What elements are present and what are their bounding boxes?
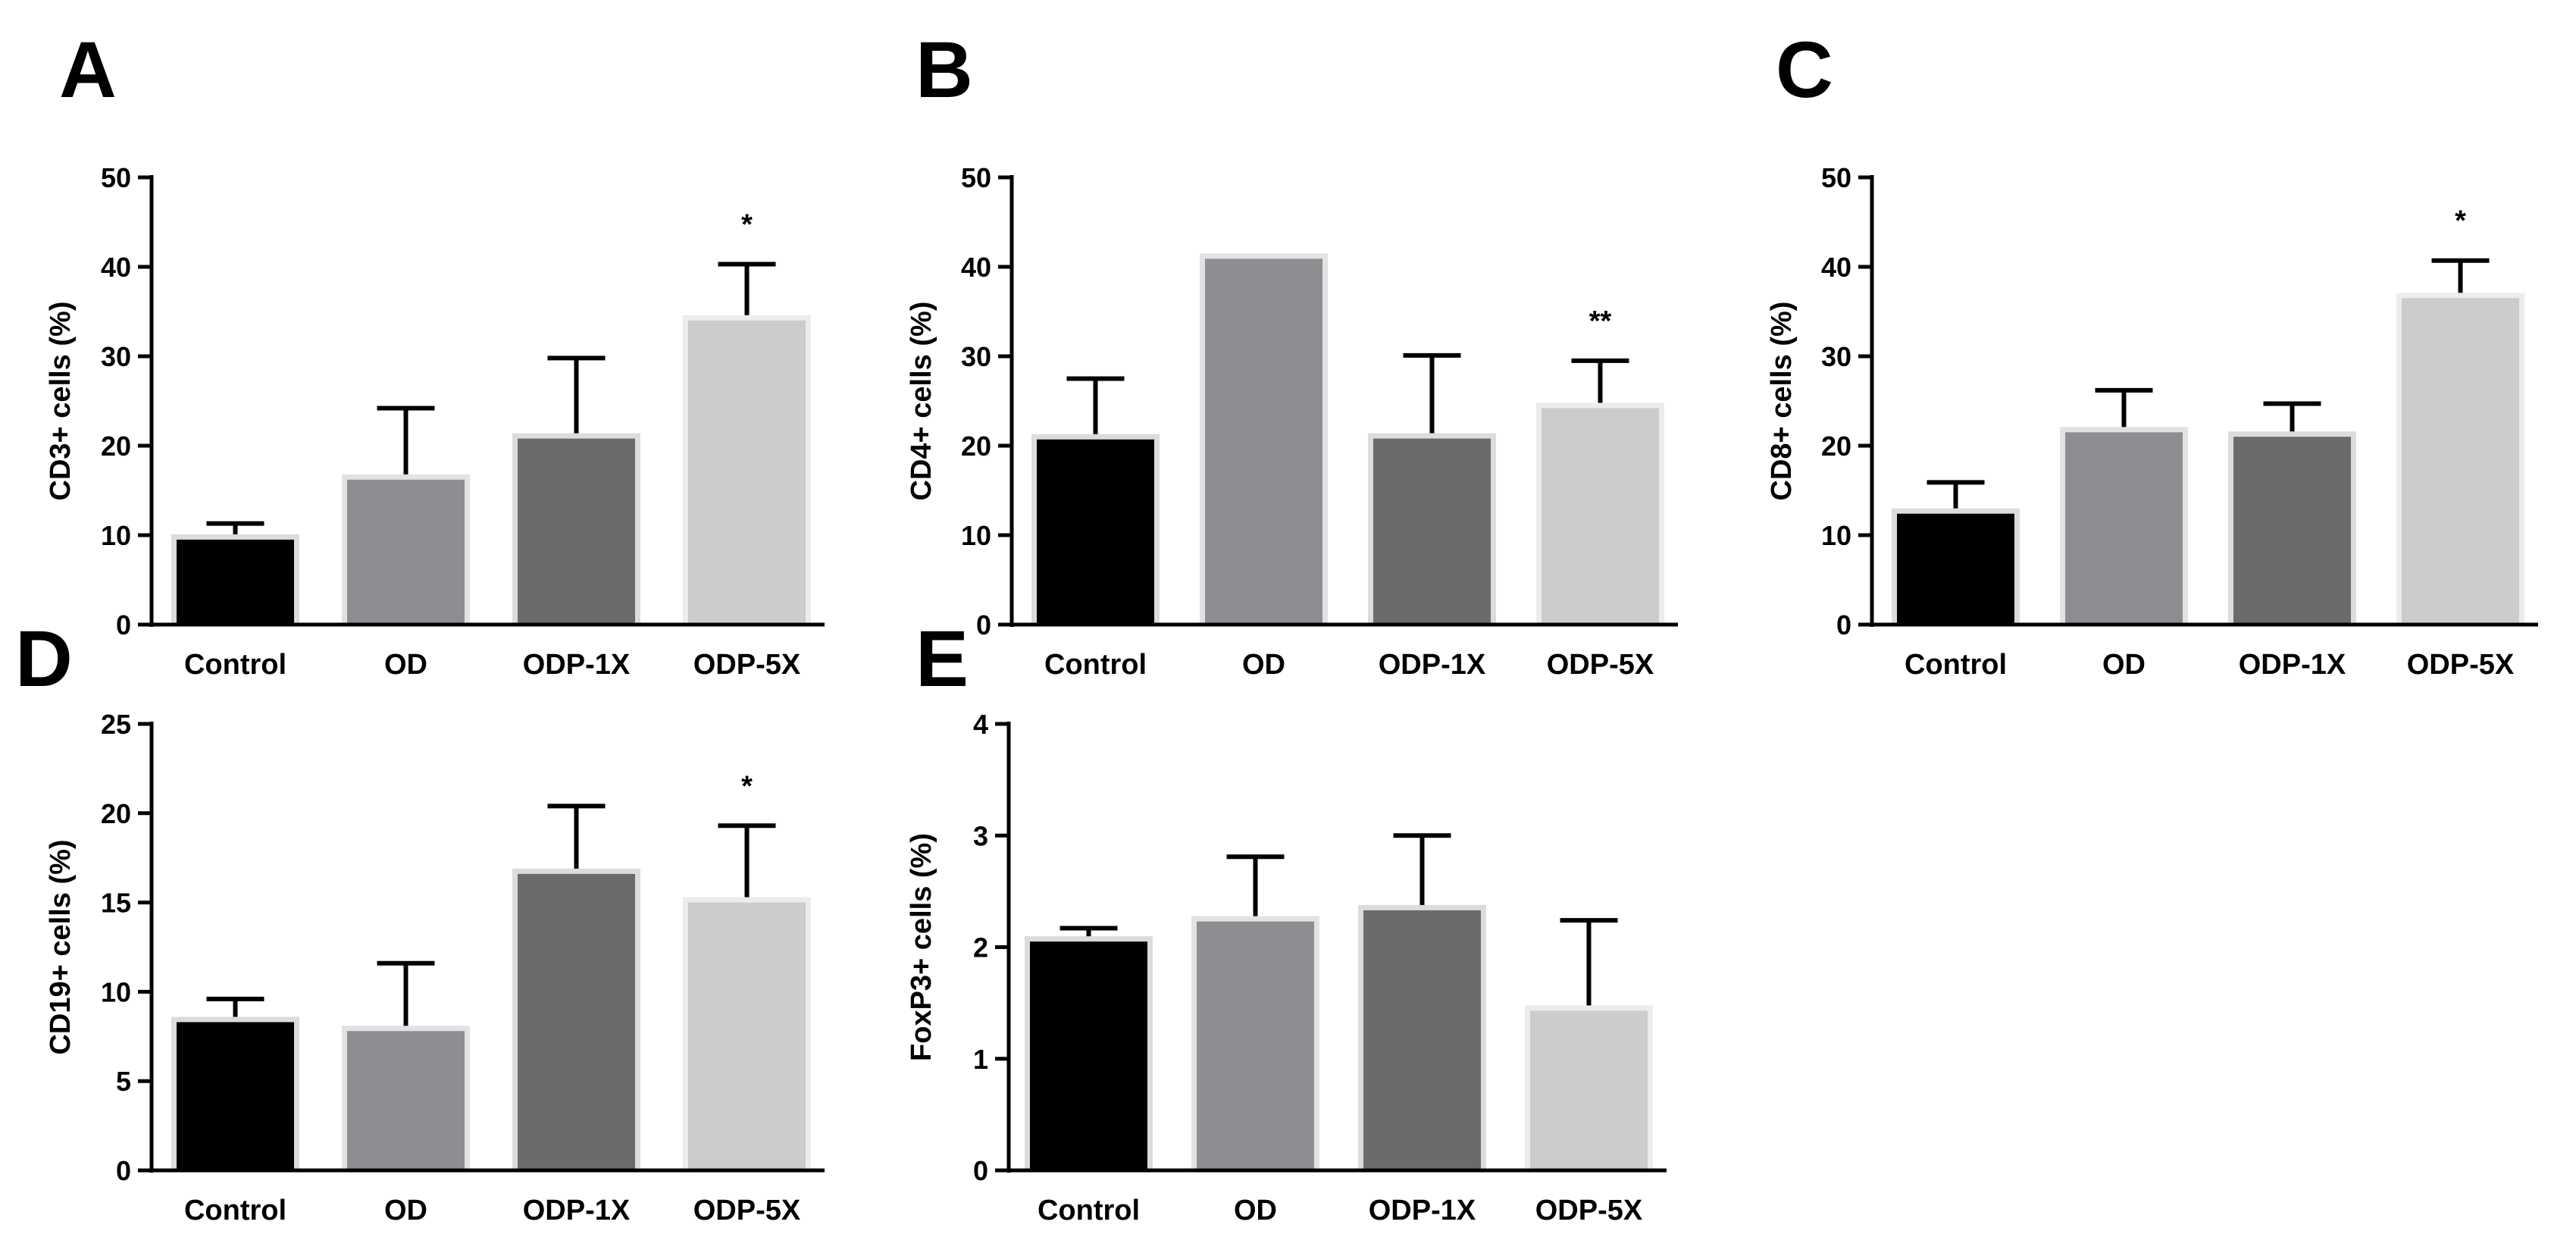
category-label: ODP-5X (693, 1195, 801, 1226)
bar (1897, 513, 2014, 625)
panel-letter: B (916, 26, 973, 114)
y-tick-label: 0 (973, 1155, 988, 1186)
y-tick-label: 10 (1821, 520, 1851, 551)
y-tick-label: 10 (101, 520, 131, 551)
y-tick-label: 0 (1836, 609, 1851, 641)
y-tick-label: 2 (973, 932, 988, 963)
bar (1037, 439, 1154, 625)
y-tick-label: 1 (973, 1044, 988, 1075)
category-label: OD (1242, 649, 1285, 681)
y-tick-label: 30 (101, 341, 131, 372)
y-axis-title: CD4+ cells (%) (906, 302, 937, 501)
chart-panel-e: E FoxP3+ cells (%) Control OD ODP-1X ODP-5X 0 1… (906, 615, 1667, 1226)
category-label: OD (2102, 649, 2146, 681)
bar (1542, 408, 1659, 625)
bar (1205, 258, 1322, 625)
category-label: ODP-5X (1535, 1195, 1643, 1226)
y-tick-label: 3 (973, 820, 988, 851)
chart-panel-b: B CD4+ cells (%) Control OD ODP-1X ODP-5X ** 0 1… (906, 26, 1678, 681)
category-label: Control (184, 649, 286, 681)
y-tick-label: 50 (1821, 162, 1851, 193)
panel-letter: D (15, 615, 73, 703)
panel-letter: E (916, 615, 969, 703)
y-tick-label: 40 (101, 252, 131, 283)
y-tick-label: 15 (101, 888, 131, 919)
significance-label: ** (1589, 305, 1612, 337)
chart-panel-c: C CD8+ cells (%) Control OD ODP-1X ODP-5X * 0 10… (1766, 26, 2538, 681)
bar (1363, 910, 1481, 1170)
y-axis-title: FoxP3+ cells (%) (906, 833, 937, 1061)
bar (177, 1022, 294, 1170)
bar (1197, 921, 1314, 1170)
bar (518, 873, 635, 1170)
y-tick-label: 20 (101, 798, 131, 829)
significance-label: * (741, 208, 753, 240)
y-tick-label: 30 (1821, 341, 1851, 372)
y-tick-label: 30 (961, 341, 991, 372)
y-tick-label: 50 (101, 162, 131, 193)
significance-label: * (741, 770, 753, 802)
y-tick-label: 0 (976, 609, 991, 641)
bar (688, 902, 806, 1170)
bar (1530, 1010, 1648, 1170)
category-label: Control (1038, 1195, 1140, 1226)
y-tick-label: 10 (101, 976, 131, 1007)
category-label: OD (384, 649, 427, 681)
bar (347, 1031, 465, 1170)
bar (2233, 437, 2351, 625)
category-label: Control (1044, 649, 1147, 681)
y-tick-label: 20 (101, 431, 131, 462)
category-label: ODP-1X (2239, 649, 2346, 681)
y-tick-label: 10 (961, 520, 991, 551)
bar (2065, 432, 2183, 625)
y-tick-label: 20 (1821, 431, 1851, 462)
y-tick-label: 40 (961, 252, 991, 283)
bar (1030, 941, 1147, 1170)
bar (347, 479, 465, 625)
y-tick-label: 0 (116, 609, 131, 641)
y-tick-label: 50 (961, 162, 991, 193)
category-label: Control (184, 1195, 286, 1226)
category-label: ODP-1X (523, 649, 631, 681)
y-tick-label: 40 (1821, 252, 1851, 283)
chart-panel-a: A CD3+ cells (%) Control OD ODP-1X ODP-5X * 0 10… (45, 26, 825, 681)
bar (688, 320, 806, 625)
bar (1373, 438, 1491, 625)
y-axis-title: CD19+ cells (%) (45, 839, 77, 1054)
category-label: ODP-1X (1379, 649, 1486, 681)
y-tick-label: 4 (973, 709, 988, 740)
y-axis-title: CD3+ cells (%) (45, 302, 77, 501)
y-tick-label: 25 (101, 709, 131, 740)
category-label: Control (1905, 649, 2007, 681)
y-tick-label: 20 (961, 431, 991, 462)
category-label: OD (384, 1195, 427, 1226)
category-label: ODP-1X (1369, 1195, 1476, 1226)
panel-letter: C (1776, 26, 1833, 114)
bar (2402, 298, 2519, 625)
category-label: ODP-1X (523, 1195, 631, 1226)
category-label: ODP-5X (693, 649, 801, 681)
significance-label: * (2455, 205, 2466, 237)
bar (518, 438, 635, 625)
y-tick-label: 0 (116, 1155, 131, 1186)
chart-panel-d: D CD19+ cells (%) Control OD ODP-1X ODP-5X * 0 5… (15, 615, 825, 1226)
bar (177, 539, 294, 625)
category-label: ODP-5X (1547, 649, 1654, 681)
y-tick-label: 5 (116, 1066, 131, 1097)
panel-letter: A (59, 26, 117, 114)
category-label: OD (1234, 1195, 1277, 1226)
y-axis-title: CD8+ cells (%) (1766, 302, 1798, 501)
category-label: ODP-5X (2407, 649, 2515, 681)
